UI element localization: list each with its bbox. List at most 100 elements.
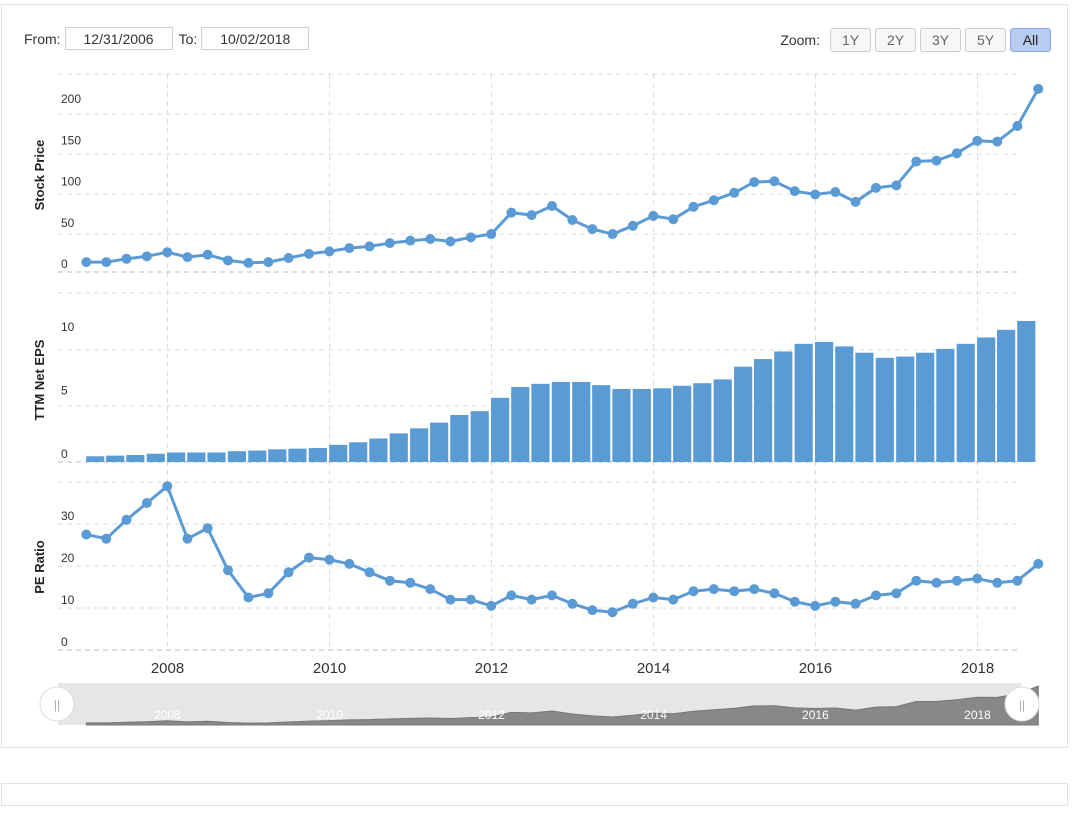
stock-price-point[interactable] [810, 189, 821, 200]
stock-price-point[interactable] [121, 253, 132, 264]
stock-price-point[interactable] [344, 243, 355, 254]
eps-bar[interactable] [977, 337, 996, 462]
zoom-1y-button[interactable]: 1Y [830, 28, 871, 52]
eps-bar[interactable] [470, 411, 489, 462]
stock-price-point[interactable] [749, 177, 760, 188]
zoom-5y-button[interactable]: 5Y [965, 28, 1006, 52]
pe-ratio-point[interactable] [729, 586, 740, 597]
eps-bar[interactable] [653, 388, 672, 462]
eps-bar[interactable] [814, 341, 834, 462]
pe-ratio-point[interactable] [951, 575, 962, 586]
eps-bar[interactable] [349, 442, 368, 462]
pe-ratio-point[interactable] [810, 600, 821, 611]
pe-ratio-point[interactable] [465, 594, 476, 605]
eps-bar[interactable] [936, 348, 955, 462]
stock-price-point[interactable] [223, 255, 234, 266]
zoom-all-button[interactable]: All [1010, 28, 1051, 52]
pe-ratio-point[interactable] [688, 586, 699, 597]
pe-ratio-point[interactable] [81, 529, 92, 540]
eps-bar[interactable] [592, 385, 611, 462]
zoom-3y-button[interactable]: 3Y [920, 28, 961, 52]
eps-bar[interactable] [288, 448, 307, 462]
pe-ratio-point[interactable] [627, 598, 638, 609]
eps-bar[interactable] [896, 356, 915, 462]
eps-bar[interactable] [106, 455, 125, 462]
pe-ratio-point[interactable] [567, 598, 578, 609]
eps-bar[interactable] [430, 422, 449, 462]
stock-price-point[interactable] [425, 234, 436, 244]
stock-price-point[interactable] [891, 180, 902, 191]
pe-ratio-point[interactable] [546, 590, 557, 601]
stock-price-point[interactable] [1012, 120, 1023, 131]
pe-ratio-point[interactable] [445, 594, 456, 605]
stock-price-point[interactable] [263, 257, 274, 268]
eps-bar[interactable] [389, 433, 408, 462]
pe-ratio-point[interactable] [587, 605, 598, 616]
pe-ratio-point[interactable] [870, 590, 881, 601]
pe-ratio-point[interactable] [931, 577, 942, 588]
stock-price-point[interactable] [627, 220, 638, 231]
stock-price-point[interactable] [405, 235, 416, 246]
stock-price-point[interactable] [303, 248, 314, 259]
eps-bar[interactable] [1017, 320, 1036, 462]
pe-ratio-point[interactable] [182, 533, 193, 544]
eps-bar[interactable] [167, 452, 186, 462]
stock-price-point[interactable] [708, 195, 719, 206]
eps-bar[interactable] [612, 388, 631, 462]
eps-bar[interactable] [713, 379, 732, 462]
pe-ratio-point[interactable] [202, 523, 213, 534]
pe-ratio-point[interactable] [708, 584, 719, 595]
pe-ratio-point[interactable] [668, 594, 679, 605]
pe-ratio-point[interactable] [789, 596, 800, 607]
stock-price-point[interactable] [141, 251, 152, 262]
pe-ratio-point[interactable] [303, 552, 314, 563]
stock-price-point[interactable] [992, 136, 1003, 147]
stock-price-point[interactable] [465, 232, 476, 243]
stock-price-point[interactable] [243, 257, 254, 268]
navigator-left-handle[interactable] [39, 686, 75, 722]
stock-price-point[interactable] [931, 155, 942, 166]
stock-price-point[interactable] [324, 246, 335, 257]
eps-bar[interactable] [632, 388, 651, 462]
pe-ratio-point[interactable] [607, 607, 618, 618]
eps-bar[interactable] [835, 346, 854, 462]
stock-price-point[interactable] [688, 201, 699, 212]
pe-ratio-point[interactable] [769, 588, 780, 599]
eps-bar[interactable] [956, 343, 975, 462]
pe-ratio-point[interactable] [850, 598, 861, 609]
eps-bar[interactable] [146, 453, 165, 462]
eps-bar[interactable] [227, 451, 246, 462]
stock-price-point[interactable] [283, 252, 294, 263]
eps-bar[interactable] [187, 452, 206, 462]
eps-bar[interactable] [410, 428, 429, 462]
stock-price-point[interactable] [729, 187, 740, 198]
stock-price-point[interactable] [850, 196, 861, 207]
eps-bar[interactable] [86, 456, 105, 462]
eps-bar[interactable] [734, 366, 753, 462]
pe-ratio-point[interactable] [891, 588, 902, 599]
stock-price-point[interactable] [972, 135, 983, 146]
eps-bar[interactable] [308, 448, 327, 462]
pe-ratio-point[interactable] [1033, 558, 1044, 569]
pe-ratio-point[interactable] [425, 584, 436, 595]
stock-price-point[interactable] [951, 148, 962, 159]
stock-price-point[interactable] [870, 182, 881, 193]
to-date-input[interactable] [201, 27, 310, 50]
pe-ratio-point[interactable] [243, 592, 254, 603]
stock-price-point[interactable] [162, 247, 173, 258]
pe-ratio-point[interactable] [141, 498, 152, 508]
eps-bar[interactable] [774, 351, 793, 462]
eps-bar[interactable] [997, 329, 1016, 462]
eps-bar[interactable] [329, 444, 348, 462]
stock-price-point[interactable] [384, 238, 395, 249]
pe-ratio-point[interactable] [324, 554, 335, 565]
from-date-input[interactable] [64, 27, 173, 50]
stock-price-point[interactable] [567, 215, 578, 226]
pe-ratio-point[interactable] [911, 575, 922, 586]
pe-ratio-point[interactable] [972, 573, 983, 584]
pe-ratio-point[interactable] [506, 590, 517, 601]
stock-price-point[interactable] [182, 252, 193, 263]
stock-price-point[interactable] [445, 236, 456, 247]
navigator-right-handle[interactable] [1004, 686, 1040, 722]
stock-price-point[interactable] [607, 229, 618, 240]
